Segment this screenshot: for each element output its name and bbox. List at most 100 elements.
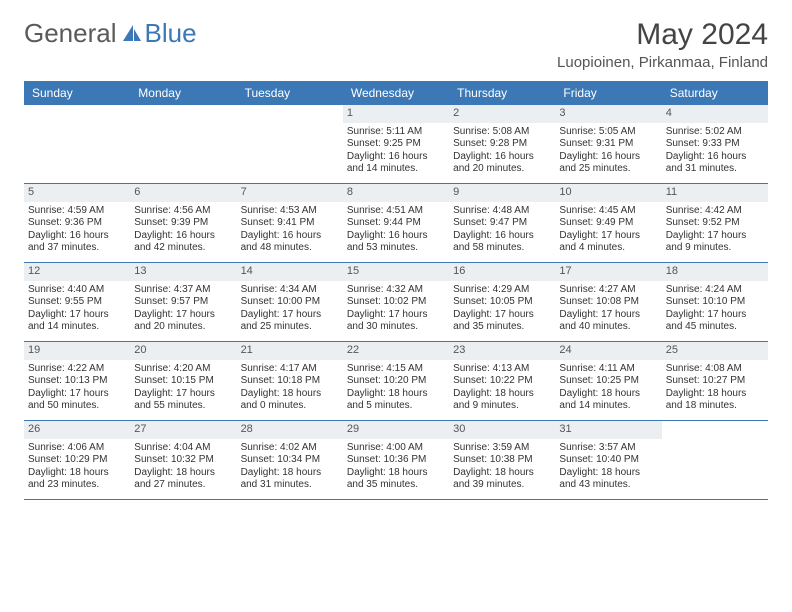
sunset-line: Sunset: 10:29 PM: [28, 454, 126, 467]
calendar-cell: 16Sunrise: 4:29 AMSunset: 10:05 PMDaylig…: [449, 263, 555, 341]
sunset-line: Sunset: 9:44 PM: [347, 217, 445, 230]
day-number: 25: [662, 342, 768, 360]
calendar-cell: 8Sunrise: 4:51 AMSunset: 9:44 PMDaylight…: [343, 184, 449, 262]
sunset-line: Sunset: 10:27 PM: [666, 375, 764, 388]
weekday-header: Sunday: [24, 81, 130, 105]
calendar-week: 1Sunrise: 5:11 AMSunset: 9:25 PMDaylight…: [24, 105, 768, 184]
sunrise-line: Sunrise: 4:27 AM: [559, 284, 657, 297]
sunset-line: Sunset: 10:25 PM: [559, 375, 657, 388]
calendar-cell: [237, 105, 343, 183]
sunrise-line: Sunrise: 4:45 AM: [559, 205, 657, 218]
daylight-line: Daylight: 18 hours and 0 minutes.: [241, 388, 339, 413]
day-number: 4: [662, 105, 768, 123]
day-number: 24: [555, 342, 661, 360]
daylight-line: Daylight: 17 hours and 14 minutes.: [28, 309, 126, 334]
calendar-page: General Blue May 2024 Luopioinen, Pirkan…: [0, 0, 792, 512]
weekday-header: Wednesday: [343, 81, 449, 105]
sunrise-line: Sunrise: 4:02 AM: [241, 442, 339, 455]
sunset-line: Sunset: 9:28 PM: [453, 138, 551, 151]
sunset-line: Sunset: 9:33 PM: [666, 138, 764, 151]
day-number: 9: [449, 184, 555, 202]
weekday-header: Monday: [130, 81, 236, 105]
daylight-line: Daylight: 16 hours and 20 minutes.: [453, 151, 551, 176]
calendar-week: 12Sunrise: 4:40 AMSunset: 9:55 PMDayligh…: [24, 263, 768, 342]
daylight-line: Daylight: 18 hours and 27 minutes.: [134, 467, 232, 492]
day-number: 21: [237, 342, 343, 360]
sunrise-line: Sunrise: 4:29 AM: [453, 284, 551, 297]
sunrise-line: Sunrise: 4:37 AM: [134, 284, 232, 297]
calendar-cell: 5Sunrise: 4:59 AMSunset: 9:36 PMDaylight…: [24, 184, 130, 262]
daylight-line: Daylight: 16 hours and 14 minutes.: [347, 151, 445, 176]
daylight-line: Daylight: 18 hours and 35 minutes.: [347, 467, 445, 492]
calendar-cell: 28Sunrise: 4:02 AMSunset: 10:34 PMDaylig…: [237, 421, 343, 499]
daylight-line: Daylight: 17 hours and 35 minutes.: [453, 309, 551, 334]
calendar-cell: 14Sunrise: 4:34 AMSunset: 10:00 PMDaylig…: [237, 263, 343, 341]
sunrise-line: Sunrise: 5:11 AM: [347, 126, 445, 139]
sunrise-line: Sunrise: 4:42 AM: [666, 205, 764, 218]
sunrise-line: Sunrise: 4:00 AM: [347, 442, 445, 455]
day-number: 26: [24, 421, 130, 439]
sunset-line: Sunset: 9:47 PM: [453, 217, 551, 230]
sunset-line: Sunset: 9:31 PM: [559, 138, 657, 151]
brand-part1: General: [24, 18, 117, 49]
sunrise-line: Sunrise: 4:34 AM: [241, 284, 339, 297]
sunrise-line: Sunrise: 4:17 AM: [241, 363, 339, 376]
calendar-cell: 10Sunrise: 4:45 AMSunset: 9:49 PMDayligh…: [555, 184, 661, 262]
calendar-week: 5Sunrise: 4:59 AMSunset: 9:36 PMDaylight…: [24, 184, 768, 263]
daylight-line: Daylight: 17 hours and 20 minutes.: [134, 309, 232, 334]
calendar-cell: 6Sunrise: 4:56 AMSunset: 9:39 PMDaylight…: [130, 184, 236, 262]
calendar-cell: 26Sunrise: 4:06 AMSunset: 10:29 PMDaylig…: [24, 421, 130, 499]
calendar-cell: 25Sunrise: 4:08 AMSunset: 10:27 PMDaylig…: [662, 342, 768, 420]
day-number: 2: [449, 105, 555, 123]
calendar-cell: [24, 105, 130, 183]
sunset-line: Sunset: 10:13 PM: [28, 375, 126, 388]
sunset-line: Sunset: 10:22 PM: [453, 375, 551, 388]
day-number: 6: [130, 184, 236, 202]
day-number: 16: [449, 263, 555, 281]
day-number: 1: [343, 105, 449, 123]
sunrise-line: Sunrise: 4:59 AM: [28, 205, 126, 218]
sunrise-line: Sunrise: 4:40 AM: [28, 284, 126, 297]
calendar-cell: 19Sunrise: 4:22 AMSunset: 10:13 PMDaylig…: [24, 342, 130, 420]
sunset-line: Sunset: 9:55 PM: [28, 296, 126, 309]
day-number: 12: [24, 263, 130, 281]
calendar-cell: 12 Sunrise: 4:40 AMSunset: 9:55 PMDayligh…: [24, 263, 130, 341]
sunrise-line: Sunrise: 4:51 AM: [347, 205, 445, 218]
sunset-line: Sunset: 10:34 PM: [241, 454, 339, 467]
day-number: 17: [555, 263, 661, 281]
logo: General Blue: [24, 18, 197, 49]
sunrise-line: Sunrise: 5:08 AM: [453, 126, 551, 139]
calendar-cell: 30Sunrise: 3:59 AMSunset: 10:38 PMDaylig…: [449, 421, 555, 499]
sunset-line: Sunset: 10:18 PM: [241, 375, 339, 388]
calendar-cell: 11Sunrise: 4:42 AMSunset: 9:52 PMDayligh…: [662, 184, 768, 262]
calendar-cell: [662, 421, 768, 499]
calendar-cell: 27Sunrise: 4:04 AMSunset: 10:32 PMDaylig…: [130, 421, 236, 499]
sail-icon: [121, 23, 143, 45]
daylight-line: Daylight: 18 hours and 18 minutes.: [666, 388, 764, 413]
day-number: 8: [343, 184, 449, 202]
sunrise-line: Sunrise: 4:22 AM: [28, 363, 126, 376]
sunrise-line: Sunrise: 4:20 AM: [134, 363, 232, 376]
weekday-header: Tuesday: [237, 81, 343, 105]
calendar-cell: 21 Sunrise: 4:17 AMSunset: 10:18 PMDaylig…: [237, 342, 343, 420]
sunset-line: Sunset: 9:52 PM: [666, 217, 764, 230]
sunrise-line: Sunrise: 4:32 AM: [347, 284, 445, 297]
calendar-cell: 23Sunrise: 4:13 AMSunset: 10:22 PMDaylig…: [449, 342, 555, 420]
daylight-line: Daylight: 16 hours and 25 minutes.: [559, 151, 657, 176]
calendar: SundayMondayTuesdayWednesdayThursdayFrid…: [24, 81, 768, 500]
calendar-cell: [130, 105, 236, 183]
sunset-line: Sunset: 9:25 PM: [347, 138, 445, 151]
day-number: 11: [662, 184, 768, 202]
calendar-cell: 24Sunrise: 4:11 AMSunset: 10:25 PMDaylig…: [555, 342, 661, 420]
daylight-line: Daylight: 18 hours and 31 minutes.: [241, 467, 339, 492]
day-number: 7: [237, 184, 343, 202]
calendar-week: 26Sunrise: 4:06 AMSunset: 10:29 PMDaylig…: [24, 421, 768, 500]
sunset-line: Sunset: 10:20 PM: [347, 375, 445, 388]
daylight-line: Daylight: 17 hours and 45 minutes.: [666, 309, 764, 334]
sunrise-line: Sunrise: 5:02 AM: [666, 126, 764, 139]
weekday-header: Saturday: [662, 81, 768, 105]
calendar-cell: 7Sunrise: 4:53 AMSunset: 9:41 PMDaylight…: [237, 184, 343, 262]
sunset-line: Sunset: 10:38 PM: [453, 454, 551, 467]
day-number: 30: [449, 421, 555, 439]
location-subtitle: Luopioinen, Pirkanmaa, Finland: [557, 54, 768, 71]
